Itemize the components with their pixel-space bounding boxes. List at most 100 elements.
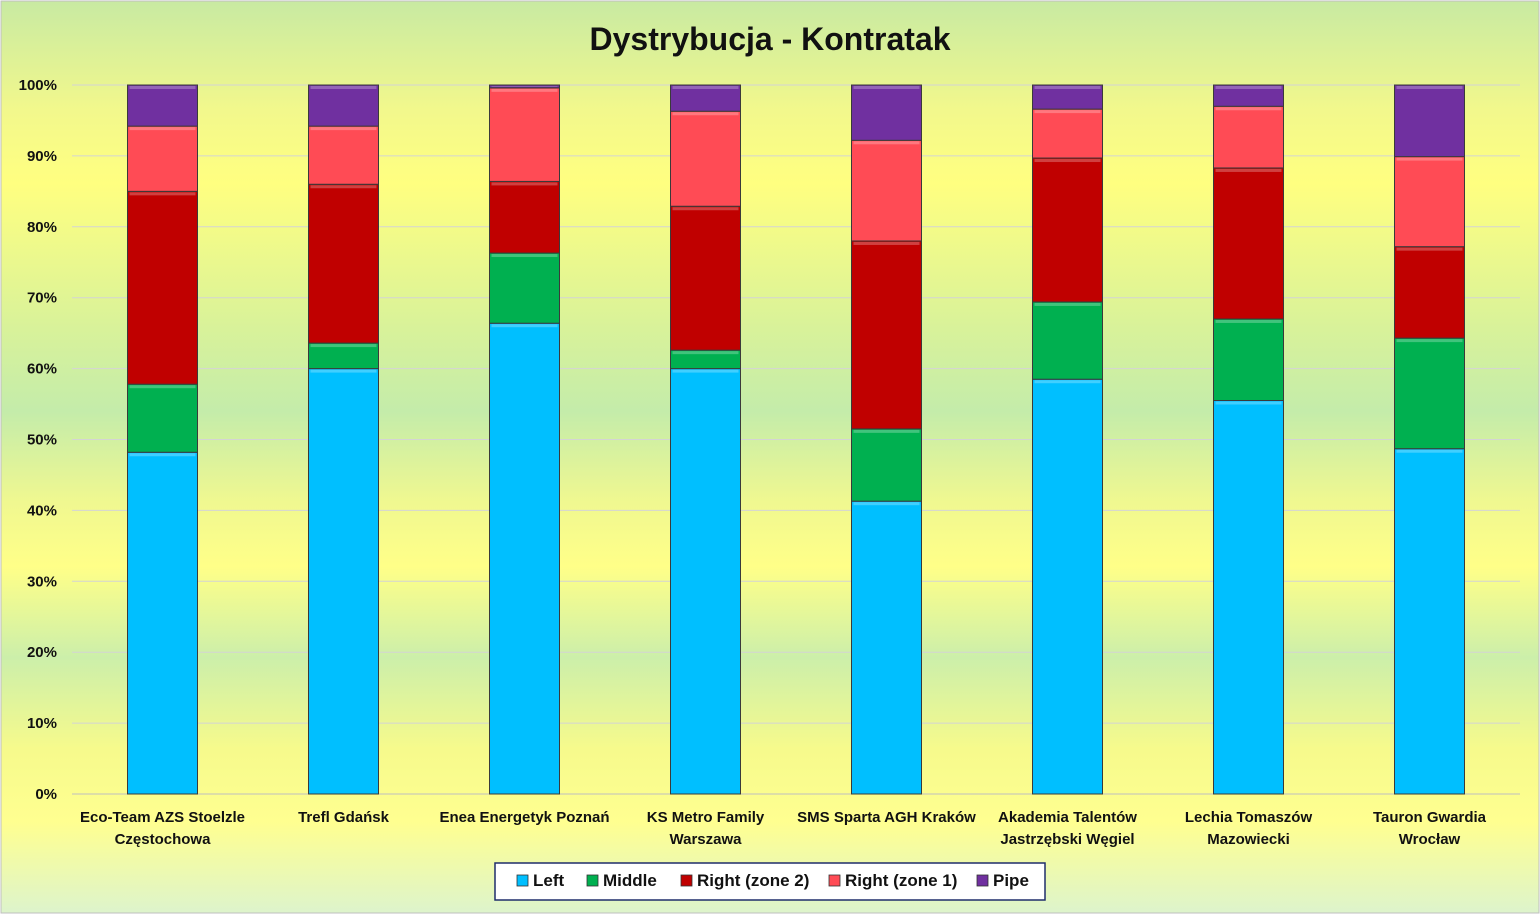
bar-bevel <box>1034 302 1101 306</box>
bar-bevel <box>672 207 739 211</box>
bar-bevel <box>1034 86 1101 89</box>
y-tick-label: 90% <box>27 148 57 165</box>
bar-segment <box>1394 448 1465 795</box>
legend-label: Right (zone 2) <box>697 871 809 890</box>
bar-segment <box>1213 400 1284 795</box>
bar-segment <box>670 84 741 112</box>
y-tick-label: 40% <box>27 502 57 519</box>
bar-bevel <box>129 192 196 196</box>
bar-bevel <box>129 127 196 131</box>
bar-segment <box>851 500 922 795</box>
y-axis-ticks: 0% 10% 20% 30% 40% 50% 60% 70% 80% 90% 100% <box>19 77 57 803</box>
bar-segment <box>489 84 560 89</box>
y-tick-label: 70% <box>27 290 57 307</box>
bar-bevel <box>853 502 920 506</box>
bar-bevel <box>1396 449 1463 453</box>
bar-segment <box>851 84 922 141</box>
bar-segment <box>1032 378 1103 795</box>
x-tick-label: Warszawa <box>670 831 743 848</box>
bar-bevel <box>853 141 920 145</box>
bar-bevel <box>853 86 920 89</box>
bar-segment <box>670 205 741 351</box>
bar-segment <box>1213 318 1284 402</box>
bar-segment <box>308 183 379 344</box>
bar-bevel <box>672 86 739 89</box>
x-tick-label: Enea Energetyk Poznań <box>439 809 609 826</box>
y-tick-label: 80% <box>27 219 57 236</box>
legend-swatch <box>586 874 599 887</box>
bars <box>127 84 1465 795</box>
bar-segment <box>308 125 379 185</box>
bar-bevel <box>672 351 739 355</box>
x-tick-label: Mazowiecki <box>1207 831 1290 848</box>
bar-segment <box>1032 157 1103 303</box>
bar-bevel <box>1396 247 1463 251</box>
bar-segment <box>489 180 560 254</box>
bar-bevel <box>129 86 196 89</box>
bar-bevel <box>491 324 558 328</box>
bar-bevel <box>672 369 739 373</box>
bar-bevel <box>310 127 377 131</box>
bar-bevel <box>310 185 377 189</box>
bar-bevel <box>1396 339 1463 343</box>
bar-bevel <box>491 254 558 258</box>
bar-bevel <box>310 369 377 373</box>
bar-segment <box>1394 84 1465 158</box>
y-tick-label: 30% <box>27 573 57 590</box>
bar-bevel <box>672 112 739 116</box>
bar-segment <box>851 428 922 502</box>
bar-bevel <box>491 86 558 87</box>
legend-label: Middle <box>603 871 657 890</box>
y-tick-label: 10% <box>27 715 57 732</box>
bar-bevel <box>1215 401 1282 405</box>
x-tick-label: Eco-Team AZS Stoelzle <box>80 809 245 826</box>
legend-label: Right (zone 1) <box>845 871 957 890</box>
bar-segment <box>127 383 198 453</box>
bar-segment <box>1213 105 1284 169</box>
bar-segment <box>851 240 922 430</box>
bar-bevel <box>1034 380 1101 384</box>
bar-bevel <box>1215 168 1282 172</box>
x-tick-label: Częstochowa <box>115 831 212 848</box>
y-tick-label: 0% <box>35 786 57 803</box>
bar-bevel <box>1215 86 1282 89</box>
legend-label: Pipe <box>993 871 1029 890</box>
bar-segment <box>1032 84 1103 110</box>
bar-bevel <box>1034 110 1101 114</box>
bar-segment <box>489 87 560 182</box>
bar-segment <box>1213 84 1284 107</box>
x-tick-label: Trefl Gdańsk <box>298 809 390 826</box>
bar-segment <box>489 252 560 324</box>
bar-bevel <box>129 453 196 457</box>
bar-segment <box>1394 156 1465 248</box>
x-tick-label: SMS Sparta AGH Kraków <box>797 809 976 826</box>
bar-bevel <box>491 182 558 186</box>
bar-segment <box>1032 108 1103 159</box>
x-tick-label: Lechia Tomaszów <box>1185 809 1313 826</box>
legend: Left Middle Right (zone 2) Right (zone 1) Pi… <box>494 862 1046 901</box>
bar-bevel <box>1215 319 1282 323</box>
bar-segment <box>127 84 198 127</box>
bar-segment <box>308 368 379 795</box>
legend-swatch <box>680 874 693 887</box>
x-tick-label: Tauron Gwardia <box>1373 809 1487 826</box>
y-tick-label: 60% <box>27 361 57 378</box>
bar-bevel <box>1396 86 1463 89</box>
x-axis-ticks: Eco-Team AZS Stoelzle Częstochowa Trefl Gd… <box>80 809 1487 848</box>
legend-swatch <box>976 874 989 887</box>
x-tick-label: Akademia Talentów <box>998 809 1137 826</box>
chart-title: Dystrybucja - Kontratak <box>590 21 951 57</box>
y-tick-label: 100% <box>19 77 57 94</box>
bar-segment <box>127 190 198 385</box>
bar-segment <box>670 110 741 207</box>
bar-segment <box>127 451 198 795</box>
bar-bevel <box>129 385 196 389</box>
bar-bevel <box>1396 157 1463 161</box>
bar-segment <box>1213 167 1284 320</box>
legend-label: Left <box>533 871 565 890</box>
bar-segment <box>851 139 922 242</box>
x-tick-label: Wrocław <box>1399 831 1461 848</box>
y-tick-label: 20% <box>27 644 57 661</box>
